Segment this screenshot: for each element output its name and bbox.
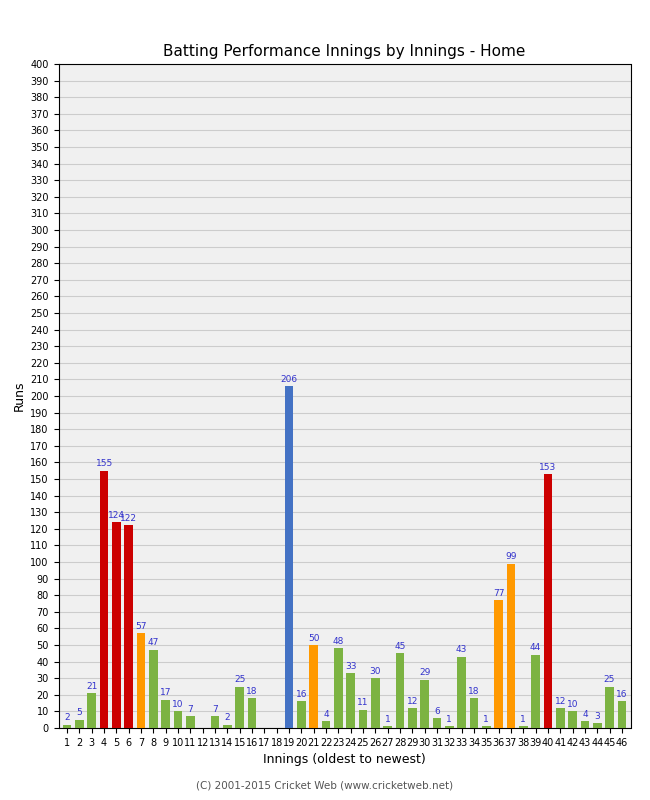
Bar [494,600,503,728]
Text: 124: 124 [108,510,125,520]
Text: 5: 5 [77,708,83,718]
Bar [63,725,72,728]
Text: 48: 48 [333,637,344,646]
Text: 16: 16 [296,690,307,699]
Bar [211,716,219,728]
Text: 2: 2 [64,713,70,722]
Bar [235,686,244,728]
Bar [519,726,528,728]
Text: 1: 1 [484,715,489,724]
Bar [174,711,183,728]
Text: 7: 7 [188,705,193,714]
Bar [285,386,293,728]
Text: 122: 122 [120,514,137,523]
Y-axis label: Runs: Runs [13,381,26,411]
Text: 29: 29 [419,668,430,678]
Text: (C) 2001-2015 Cricket Web (www.cricketweb.net): (C) 2001-2015 Cricket Web (www.cricketwe… [196,780,454,790]
Bar [124,526,133,728]
Text: 2: 2 [225,713,230,722]
Text: 153: 153 [540,462,556,471]
Bar [322,722,330,728]
Text: 18: 18 [468,686,480,696]
Bar [618,702,626,728]
Bar [421,680,429,728]
Text: 43: 43 [456,645,467,654]
Text: 47: 47 [148,638,159,647]
Bar [531,655,540,728]
Bar [149,650,158,728]
Bar [384,726,392,728]
Text: 25: 25 [234,675,246,684]
Bar [248,698,256,728]
Bar [100,470,109,728]
Text: 1: 1 [521,715,526,724]
Bar [88,693,96,728]
Text: 30: 30 [370,666,381,676]
Bar [543,474,552,728]
Bar [371,678,380,728]
Text: 18: 18 [246,686,258,696]
Text: 4: 4 [582,710,588,719]
Text: 1: 1 [447,715,452,724]
Text: 16: 16 [616,690,628,699]
Bar [396,654,404,728]
Text: 57: 57 [135,622,147,631]
Text: 11: 11 [358,698,369,707]
Text: 7: 7 [212,705,218,714]
Text: 17: 17 [160,688,172,698]
Bar [482,726,491,728]
Bar [433,718,441,728]
Text: 77: 77 [493,589,504,598]
Text: 33: 33 [345,662,356,670]
Bar [506,564,515,728]
Title: Batting Performance Innings by Innings - Home: Batting Performance Innings by Innings -… [163,44,526,58]
Text: 21: 21 [86,682,97,690]
Text: 155: 155 [96,459,112,468]
Text: 10: 10 [567,700,578,709]
Bar [223,725,231,728]
Bar [556,708,565,728]
Text: 12: 12 [407,697,418,706]
Text: 206: 206 [280,374,298,383]
Bar [112,522,121,728]
Text: 1: 1 [385,715,391,724]
Text: 3: 3 [594,711,600,721]
Bar [445,726,454,728]
Text: 4: 4 [323,710,329,719]
Bar [136,634,146,728]
Bar [334,648,343,728]
Text: 10: 10 [172,700,184,709]
Bar [309,645,318,728]
Bar [161,700,170,728]
Bar [568,711,577,728]
Bar [346,674,355,728]
Bar [186,716,195,728]
Bar [408,708,417,728]
Text: 99: 99 [505,552,517,561]
Bar [593,723,601,728]
Text: 45: 45 [395,642,406,651]
X-axis label: Innings (oldest to newest): Innings (oldest to newest) [263,754,426,766]
Text: 12: 12 [554,697,566,706]
Bar [605,686,614,728]
Bar [469,698,478,728]
Text: 25: 25 [604,675,616,684]
Text: 6: 6 [434,706,440,715]
Text: 50: 50 [308,634,319,642]
Bar [580,722,589,728]
Bar [458,657,466,728]
Bar [359,710,367,728]
Bar [297,702,306,728]
Bar [75,720,84,728]
Text: 44: 44 [530,643,541,653]
